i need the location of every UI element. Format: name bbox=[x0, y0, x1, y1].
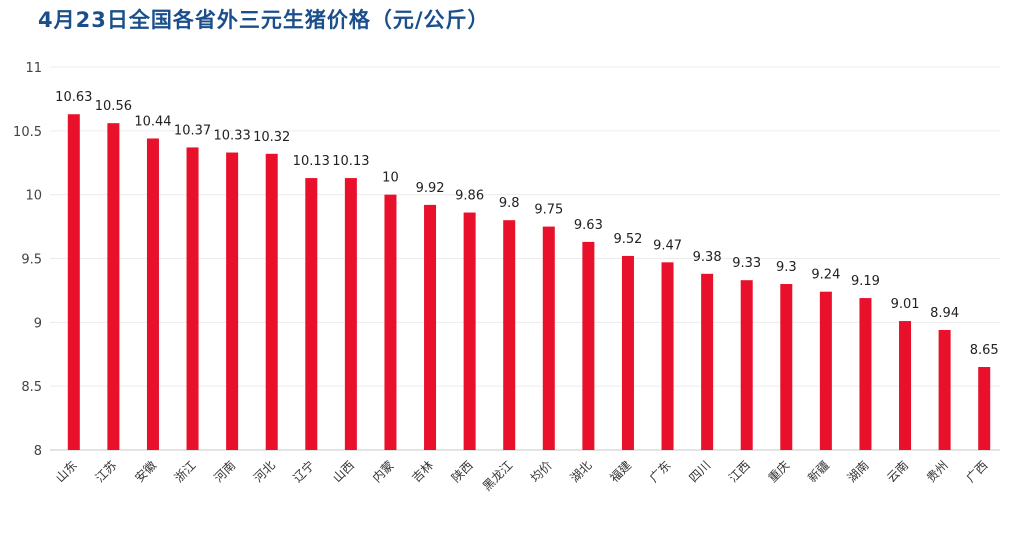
data-label: 9.38 bbox=[693, 250, 722, 265]
y-tick-label: 9.5 bbox=[21, 253, 42, 268]
bar bbox=[899, 321, 911, 450]
data-label: 8.65 bbox=[970, 343, 999, 358]
data-label: 10.13 bbox=[293, 154, 330, 169]
x-tick-label: 云南 bbox=[884, 458, 912, 486]
data-label: 9.86 bbox=[455, 189, 484, 204]
data-label: 10.33 bbox=[214, 129, 251, 144]
data-label: 10 bbox=[382, 171, 399, 186]
x-tick-label: 辽宁 bbox=[290, 458, 318, 486]
data-label: 10.13 bbox=[332, 154, 369, 169]
x-tick-label: 吉林 bbox=[409, 458, 436, 485]
data-label: 9.8 bbox=[499, 196, 520, 211]
x-tick-label: 河北 bbox=[251, 458, 278, 485]
data-label: 9.75 bbox=[534, 203, 563, 218]
data-label: 9.19 bbox=[851, 274, 880, 289]
bar bbox=[662, 262, 674, 450]
x-tick-label: 福建 bbox=[606, 458, 634, 486]
x-tick-label: 重庆 bbox=[766, 458, 793, 485]
bar bbox=[701, 274, 713, 450]
y-tick-label: 8 bbox=[34, 444, 42, 459]
bar bbox=[147, 138, 159, 450]
bar bbox=[226, 153, 238, 450]
x-tick-label: 安徽 bbox=[131, 458, 159, 486]
bar bbox=[978, 367, 990, 450]
y-tick-label: 10.5 bbox=[13, 125, 42, 140]
x-tick-label: 内蒙 bbox=[370, 458, 397, 485]
x-tick-label: 山西 bbox=[330, 458, 357, 485]
bar bbox=[622, 256, 634, 450]
y-tick-label: 10 bbox=[25, 189, 42, 204]
data-label: 9.63 bbox=[574, 218, 603, 233]
x-tick-label: 广西 bbox=[963, 458, 990, 485]
data-label: 9.92 bbox=[416, 181, 445, 196]
bar bbox=[187, 147, 199, 450]
x-tick-label: 江西 bbox=[726, 458, 753, 485]
data-label: 10.63 bbox=[55, 90, 92, 105]
y-tick-label: 11 bbox=[25, 61, 42, 76]
bar bbox=[68, 114, 80, 450]
x-tick-label: 均价 bbox=[528, 458, 555, 485]
bar bbox=[859, 298, 871, 450]
bar bbox=[780, 284, 792, 450]
x-tick-label: 湖南 bbox=[844, 458, 872, 486]
data-label: 10.56 bbox=[95, 99, 132, 114]
data-label: 9.01 bbox=[891, 297, 920, 312]
bar bbox=[107, 123, 119, 450]
x-tick-label: 河南 bbox=[211, 458, 239, 486]
bar bbox=[939, 330, 951, 450]
data-label: 9.24 bbox=[811, 268, 840, 283]
data-label: 10.44 bbox=[134, 114, 171, 129]
bar bbox=[820, 292, 832, 450]
bar bbox=[424, 205, 436, 450]
bar bbox=[741, 280, 753, 450]
x-tick-label: 新疆 bbox=[804, 458, 832, 486]
x-tick-label: 广东 bbox=[647, 458, 674, 485]
data-label: 9.3 bbox=[776, 260, 797, 275]
data-label: 9.47 bbox=[653, 238, 682, 253]
x-tick-label: 浙江 bbox=[172, 458, 199, 485]
bar bbox=[345, 178, 357, 450]
x-tick-label: 湖北 bbox=[567, 458, 595, 486]
x-tick-label: 四川 bbox=[686, 458, 713, 485]
y-tick-label: 8.5 bbox=[21, 380, 42, 395]
bar bbox=[305, 178, 317, 450]
data-label: 10.37 bbox=[174, 123, 211, 138]
x-tick-label: 陕西 bbox=[448, 458, 476, 486]
x-axis-labels: 山东 江苏 安徽 浙江 河南 河北 辽宁 山西 内蒙 吉林 陕西 黑龙江 均价 湖北 福建 广东 四川 江西 重庆新… bbox=[53, 458, 990, 494]
x-tick-label: 山东 bbox=[53, 458, 80, 485]
x-tick-label: 黑龙江 bbox=[480, 458, 515, 493]
bar bbox=[266, 154, 278, 450]
y-tick-label: 9 bbox=[34, 316, 42, 331]
bar bbox=[582, 242, 594, 450]
data-label: 10.32 bbox=[253, 130, 290, 145]
data-label: 9.33 bbox=[732, 256, 761, 271]
x-tick-label: 江苏 bbox=[93, 458, 120, 485]
data-label: 9.52 bbox=[613, 232, 642, 247]
y-axis-ticks: 8 8.5 9 9.5 10 10.5 11 bbox=[13, 61, 42, 459]
x-tick-label: 贵州 bbox=[924, 458, 951, 485]
bar bbox=[384, 195, 396, 450]
data-label: 8.94 bbox=[930, 306, 959, 321]
bar bbox=[503, 220, 515, 450]
bar bbox=[464, 213, 476, 450]
bar bbox=[543, 227, 555, 450]
